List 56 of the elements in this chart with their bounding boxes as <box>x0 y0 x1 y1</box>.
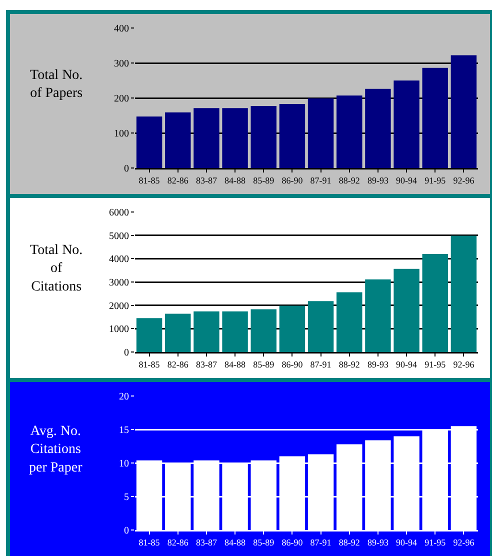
x-tick-label: 89-93 <box>367 175 389 186</box>
x-tick-label: 87-91 <box>310 537 332 548</box>
x-tick-label: 87-91 <box>310 175 332 186</box>
x-tick-label: 82-86 <box>167 175 189 186</box>
y-tick-label: 400 <box>114 24 129 34</box>
x-tick-label: 92-96 <box>453 175 475 186</box>
y-tick-label: 1000 <box>109 324 129 336</box>
x-tick-label: 86-90 <box>282 175 304 186</box>
x-tick-label: 87-91 <box>310 359 332 370</box>
y-tick-label: 100 <box>114 128 129 140</box>
y-tick-label: 0 <box>124 526 129 536</box>
x-tick-label: 90-94 <box>396 359 418 370</box>
x-tick-label: 84-88 <box>224 175 246 186</box>
x-tick-label: 81-85 <box>138 175 160 186</box>
x-tick-label: 84-88 <box>224 537 246 548</box>
x-tick-label: 91-95 <box>424 537 446 548</box>
x-tick-label: 89-93 <box>367 359 389 370</box>
y-tick-label: 300 <box>114 58 129 70</box>
x-tick-label: 83-87 <box>196 359 218 370</box>
x-tick-label: 90-94 <box>396 175 418 186</box>
x-tick-label: 82-86 <box>167 359 189 370</box>
x-tick-label: 86-90 <box>282 359 304 370</box>
x-tick-label: 88-92 <box>338 175 360 186</box>
x-tick-label: 81-85 <box>138 537 160 548</box>
y-tick-label: 15 <box>119 425 129 436</box>
x-tick-label: 85-89 <box>253 175 275 186</box>
x-tick-label: 91-95 <box>424 359 446 370</box>
x-tick-label: 91-95 <box>424 175 446 186</box>
y-tick-label: 6000 <box>109 208 129 218</box>
x-tick-label: 83-87 <box>196 537 218 548</box>
x-tick-label: 85-89 <box>253 359 275 370</box>
x-tick-label: 85-89 <box>253 537 275 548</box>
y-tick-label: 2000 <box>109 300 129 312</box>
y-axis-title: Total No. of Papers <box>30 68 83 102</box>
y-axis-title: Total No. of Citations <box>30 243 83 294</box>
y-tick-label: 0 <box>124 348 129 358</box>
y-tick-label: 4000 <box>109 254 129 266</box>
y-tick-label: 5000 <box>109 230 129 242</box>
x-tick-label: 83-87 <box>196 175 218 186</box>
y-tick-label: 0 <box>124 164 129 174</box>
y-tick-label: 3000 <box>109 278 129 288</box>
y-tick-label: 10 <box>119 458 129 470</box>
x-tick-label: 92-96 <box>453 359 475 370</box>
y-axis-title: Avg. No. Citations per Paper <box>29 424 83 476</box>
x-tick-label: 82-86 <box>167 537 189 548</box>
y-tick-label: 5 <box>124 492 129 503</box>
x-tick-label: 89-93 <box>367 537 389 548</box>
x-tick-label: 88-92 <box>338 537 360 548</box>
y-tick-label: 20 <box>119 392 129 402</box>
x-tick-label: 92-96 <box>453 537 475 548</box>
x-tick-label: 86-90 <box>282 537 304 548</box>
x-tick-label: 90-94 <box>396 537 418 548</box>
x-tick-label: 81-85 <box>138 359 160 370</box>
x-tick-label: 84-88 <box>224 359 246 370</box>
y-tick-label: 200 <box>114 94 129 104</box>
x-tick-label: 88-92 <box>338 359 360 370</box>
